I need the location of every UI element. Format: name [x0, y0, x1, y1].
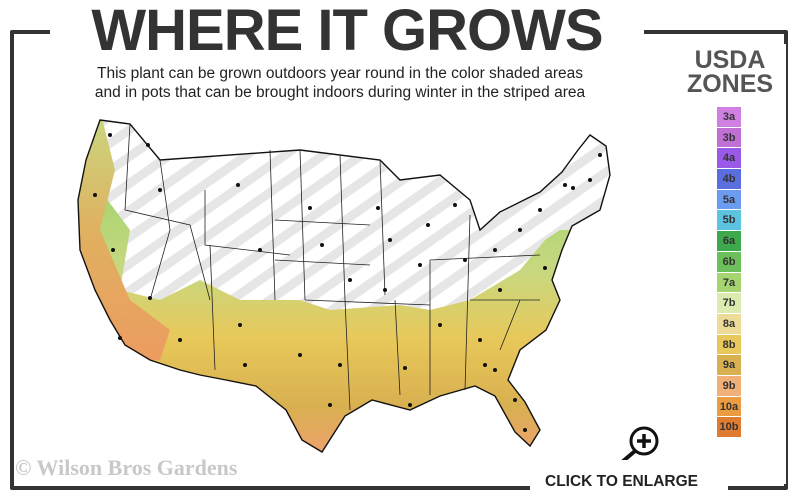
zone-swatch-6a: 6a	[717, 231, 741, 251]
city-dot	[308, 206, 312, 210]
subtitle-line-2: and in pots that can be brought indoors …	[94, 84, 586, 101]
city-dot	[338, 363, 342, 367]
usda-zone-map[interactable]	[60, 100, 620, 460]
page-title: WHERE IT GROWS	[50, 0, 644, 62]
city-dot	[538, 208, 542, 212]
city-dot	[236, 183, 240, 187]
city-dot	[383, 288, 387, 292]
city-dot	[513, 398, 517, 402]
zone-swatch-7b: 7b	[717, 293, 741, 313]
city-dot	[463, 258, 467, 262]
city-dot	[320, 243, 324, 247]
legend-title-line-1: USDA	[694, 46, 766, 74]
zone-swatch-list: 3a 3b 4a 4b 5a 5b 6a 6b 7a 7b 8a 8b 9a 9b 10a 10b	[717, 107, 741, 438]
city-dot	[543, 266, 547, 270]
city-dot	[348, 278, 352, 282]
zone-swatch-9b: 9b	[717, 375, 741, 396]
city-dot	[408, 403, 412, 407]
city-dot	[93, 193, 97, 197]
city-dot	[438, 323, 442, 327]
city-dot	[178, 338, 182, 342]
zone-swatch-4a: 4a	[717, 148, 741, 169]
state-borders	[124, 123, 541, 411]
city-dot	[518, 228, 522, 232]
zone-swatch-3b: 3b	[717, 127, 741, 148]
zone-swatch-5a: 5a	[717, 189, 741, 210]
legend-title-line-2: ZONES	[686, 70, 774, 98]
city-dot	[498, 288, 502, 292]
zoom-in-magnifier-icon[interactable]	[616, 424, 666, 464]
city-dot	[298, 353, 302, 357]
city-dot	[118, 336, 122, 340]
zone-swatch-9a: 9a	[717, 355, 741, 375]
subtitle-line-1: This plant can be grown outdoors year ro…	[97, 65, 583, 82]
city-dot	[483, 363, 487, 367]
city-dot	[148, 296, 152, 300]
map-fill	[78, 120, 610, 452]
city-dot	[478, 338, 482, 342]
city-dot	[571, 186, 575, 190]
city-dot	[146, 143, 150, 147]
zone-swatch-8b: 8b	[717, 334, 741, 355]
usda-legend: USDA ZONES 3a 3b 4a 4b 5a 5b 6a 6b 7a 7b 8a 8b 9a 9b 1…	[660, 44, 786, 484]
city-dot	[243, 363, 247, 367]
zone-swatch-6b: 6b	[717, 251, 741, 272]
city-dot	[493, 368, 497, 372]
city-dot	[258, 248, 262, 252]
city-dot	[523, 428, 527, 432]
city-dot	[493, 248, 497, 252]
city-dot	[418, 263, 422, 267]
zone-swatch-3a: 3a	[717, 107, 741, 127]
city-dot	[158, 188, 162, 192]
city-dot	[588, 178, 592, 182]
legend-title: USDA ZONES	[682, 46, 778, 98]
city-dot	[598, 153, 602, 157]
city-dot	[328, 403, 332, 407]
zone-swatch-10a: 10a	[717, 396, 741, 417]
city-dot	[453, 203, 457, 207]
zone-swatch-4b: 4b	[717, 169, 741, 189]
city-dot	[108, 133, 112, 137]
click-to-enlarge-button[interactable]: CLICK TO ENLARGE	[530, 460, 728, 500]
zone-swatch-10b: 10b	[717, 417, 741, 437]
zone-swatch-7a: 7a	[717, 272, 741, 293]
city-dot	[426, 223, 430, 227]
subtitle: This plant can be grown outdoors year ro…	[40, 64, 640, 102]
city-dots	[93, 133, 602, 432]
city-dot	[563, 183, 567, 187]
zone-swatch-5b: 5b	[717, 210, 741, 231]
city-dot	[111, 248, 115, 252]
enlarge-label: CLICK TO ENLARGE	[545, 473, 698, 490]
city-dot	[376, 206, 380, 210]
city-dot	[388, 238, 392, 242]
city-dot	[238, 323, 242, 327]
watermark: © Wilson Bros Gardens	[15, 455, 238, 480]
city-dot	[403, 366, 407, 370]
zone-swatch-8a: 8a	[717, 313, 741, 334]
